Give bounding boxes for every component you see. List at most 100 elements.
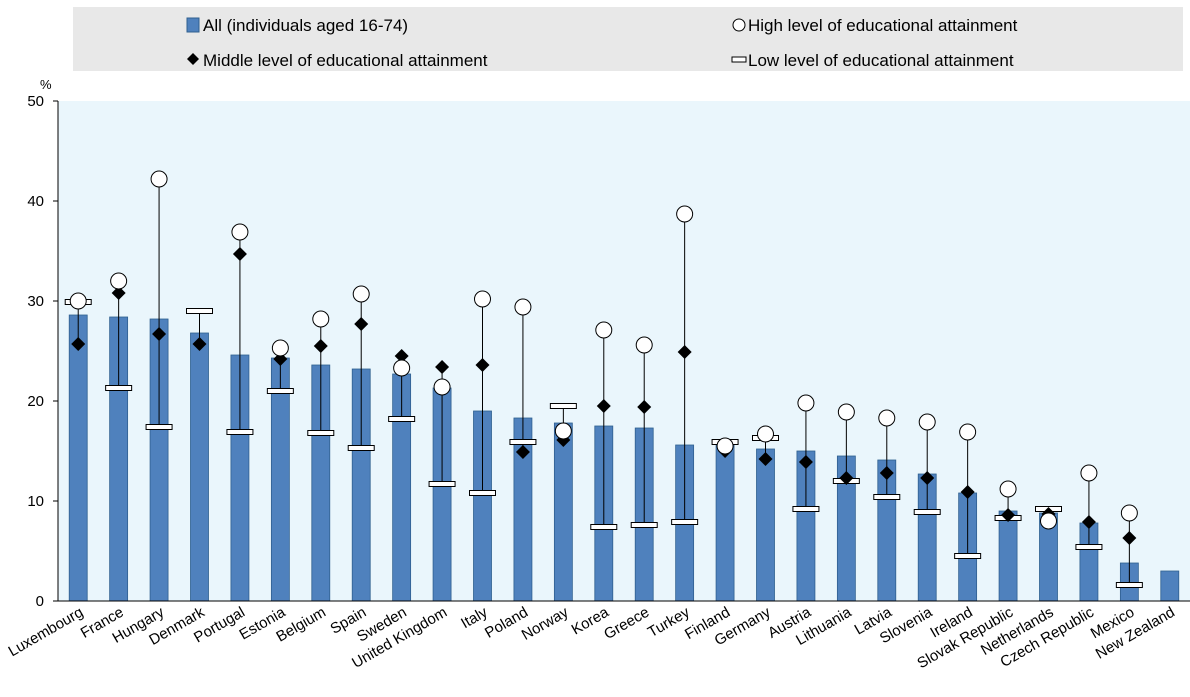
bar: [553, 422, 573, 602]
middle-marker: [1081, 515, 1096, 529]
high-marker: [1080, 464, 1098, 482]
middle-marker: [71, 337, 86, 351]
high-marker: [797, 394, 815, 412]
high-marker: [1040, 512, 1057, 530]
middle-marker: [879, 466, 894, 480]
middle-marker: [192, 337, 207, 351]
middle-marker: [920, 471, 935, 485]
high-marker: [312, 310, 330, 328]
low-marker: [347, 445, 375, 451]
high-marker: [757, 425, 774, 443]
legend-low-dash: [731, 56, 747, 63]
plot-area: 01020304050LuxembourgFranceHungaryDenmar…: [5, 93, 1190, 672]
low-marker: [509, 439, 537, 445]
x-tick-label: Norway: [519, 603, 572, 643]
low-marker: [549, 403, 577, 409]
high-marker: [150, 170, 168, 188]
middle-marker: [839, 471, 854, 485]
high-marker: [595, 321, 613, 339]
low-marker: [307, 430, 335, 436]
low-marker: [266, 388, 294, 394]
x-tick-label: Luxembourg: [5, 604, 86, 660]
high-marker: [110, 272, 128, 290]
middle-marker: [515, 445, 530, 459]
middle-marker: [758, 452, 773, 466]
y-unit-label: %: [40, 77, 52, 92]
high-marker: [635, 336, 653, 354]
middle-marker: [232, 247, 247, 261]
low-marker: [792, 506, 820, 512]
middle-marker: [1001, 508, 1016, 522]
low-marker: [671, 519, 699, 525]
low-marker: [1075, 544, 1103, 550]
bar: [998, 510, 1018, 602]
y-tick-label: 30: [27, 293, 44, 310]
plot-background: [58, 101, 1190, 601]
high-marker: [474, 290, 491, 308]
middle-marker: [111, 286, 126, 300]
low-marker: [186, 308, 213, 314]
middle-marker: [798, 455, 813, 469]
middle-marker: [1122, 531, 1137, 545]
high-marker: [352, 285, 370, 303]
legend-middle-label: Middle level of educational attainment: [203, 51, 488, 70]
bar: [68, 314, 88, 602]
low-marker: [954, 553, 982, 559]
legend-high-circle: [732, 18, 746, 32]
bar: [190, 332, 209, 602]
low-marker: [428, 481, 456, 487]
y-tick-label: 40: [27, 193, 44, 210]
middle-marker: [354, 317, 369, 331]
y-tick-label: 10: [27, 493, 44, 510]
high-marker: [514, 298, 532, 316]
high-marker: [878, 409, 896, 427]
legend-middle-diamond: [187, 53, 199, 65]
bar: [715, 442, 735, 602]
high-marker: [433, 378, 451, 396]
low-marker: [913, 509, 941, 515]
low-marker: [590, 524, 618, 530]
high-marker: [716, 437, 734, 455]
high-marker: [676, 205, 694, 223]
low-marker: [388, 416, 416, 422]
high-marker: [69, 292, 87, 310]
low-marker: [105, 385, 133, 391]
legend-all-swatch: [186, 17, 200, 33]
low-marker: [469, 490, 496, 496]
high-marker: [918, 413, 936, 431]
y-tick-label: 50: [27, 93, 44, 110]
legend-high-label: High level of educational attainment: [748, 16, 1018, 35]
high-marker: [1120, 504, 1138, 522]
bar: [756, 448, 775, 602]
middle-marker: [677, 345, 692, 359]
middle-marker: [596, 399, 611, 413]
high-marker: [959, 423, 977, 441]
middle-marker: [152, 327, 167, 341]
y-tick-label: 0: [36, 593, 44, 610]
x-tick-label: Greece: [601, 604, 652, 643]
legend-background: [73, 7, 1183, 71]
high-marker: [999, 480, 1017, 498]
low-marker: [630, 522, 658, 528]
middle-marker: [435, 360, 450, 374]
y-tick-label: 20: [27, 393, 44, 410]
low-marker: [1115, 582, 1143, 588]
legend-low-label: Low level of educational attainment: [748, 51, 1014, 70]
low-marker: [873, 494, 901, 500]
legend: All (individuals aged 16-74) Middle leve…: [73, 7, 1183, 71]
bar: [1160, 570, 1180, 602]
middle-marker: [313, 339, 328, 353]
high-marker: [393, 359, 411, 377]
low-marker: [226, 429, 254, 435]
middle-marker: [475, 358, 490, 372]
low-marker: [145, 424, 173, 430]
high-marker: [837, 403, 855, 421]
bar: [270, 357, 290, 602]
high-marker: [231, 223, 249, 241]
middle-marker: [637, 400, 652, 414]
high-marker: [271, 339, 289, 357]
high-marker: [554, 422, 572, 440]
legend-all-label: All (individuals aged 16-74): [203, 16, 408, 35]
middle-marker: [394, 349, 409, 363]
